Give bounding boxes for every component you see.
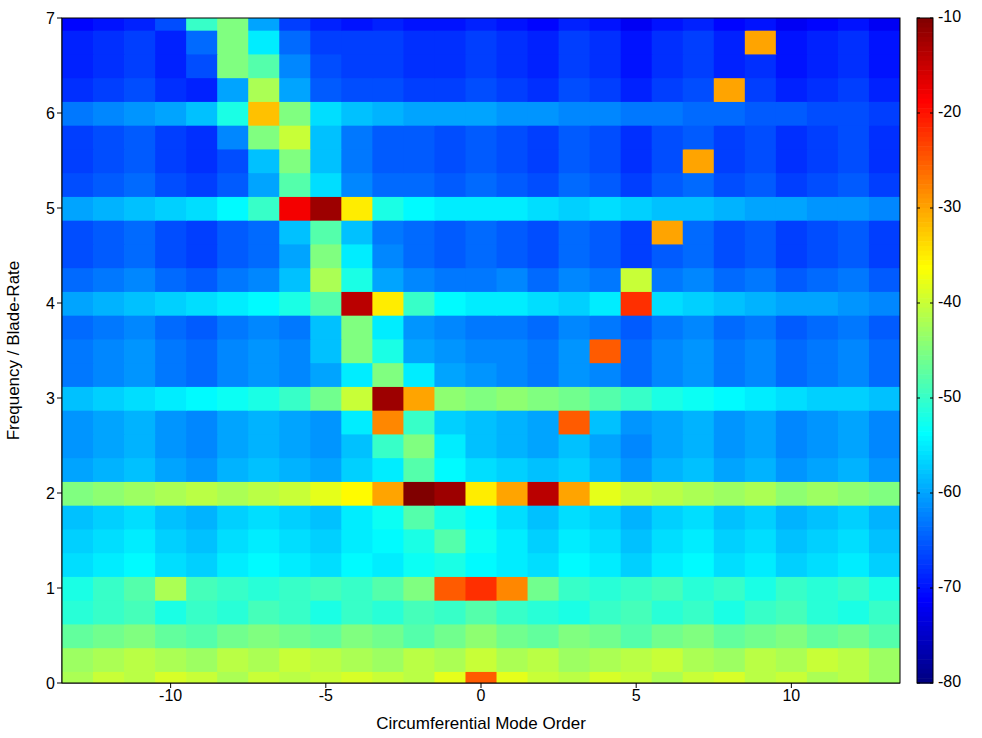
svg-text:-10: -10 bbox=[938, 8, 961, 25]
svg-text:-5: -5 bbox=[319, 687, 333, 704]
svg-text:0: 0 bbox=[46, 675, 55, 692]
svg-text:7: 7 bbox=[46, 10, 55, 27]
svg-text:-20: -20 bbox=[938, 103, 961, 120]
svg-text:6: 6 bbox=[46, 105, 55, 122]
svg-text:5: 5 bbox=[632, 687, 641, 704]
svg-text:0: 0 bbox=[477, 687, 486, 704]
svg-text:Circumferential Mode Order: Circumferential Mode Order bbox=[376, 714, 586, 733]
svg-text:-10: -10 bbox=[159, 687, 182, 704]
svg-text:5: 5 bbox=[46, 200, 55, 217]
svg-text:Frequency / Blade-Rate: Frequency / Blade-Rate bbox=[4, 261, 23, 441]
svg-text:2: 2 bbox=[46, 485, 55, 502]
svg-text:4: 4 bbox=[46, 295, 55, 312]
svg-text:-40: -40 bbox=[938, 293, 961, 310]
svg-text:10: 10 bbox=[782, 687, 800, 704]
svg-text:-30: -30 bbox=[938, 198, 961, 215]
svg-text:-70: -70 bbox=[938, 578, 961, 595]
svg-text:-50: -50 bbox=[938, 388, 961, 405]
svg-text:3: 3 bbox=[46, 390, 55, 407]
svg-text:-80: -80 bbox=[938, 673, 961, 690]
svg-text:1: 1 bbox=[46, 580, 55, 597]
svg-text:-60: -60 bbox=[938, 483, 961, 500]
